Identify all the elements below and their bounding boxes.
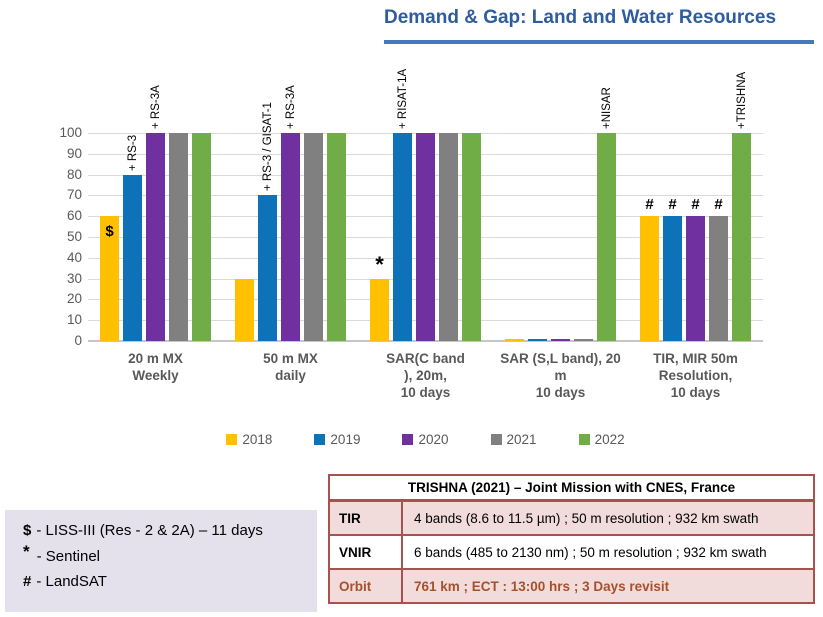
note-landsat: # - LandSAT xyxy=(23,573,317,590)
bar-2019-group2 xyxy=(258,195,277,341)
asterisk-symbol: * xyxy=(23,542,30,561)
bar-label-rs-3a: + RS-3A xyxy=(149,85,162,129)
bar-2021-group4 xyxy=(574,338,593,341)
bar-2021-group2 xyxy=(304,133,323,341)
y-axis-tick-label: 100 xyxy=(59,125,82,140)
bar-2021-group1 xyxy=(169,133,188,341)
legend-item-2020: 2020 xyxy=(402,432,449,447)
row-label: Orbit xyxy=(330,570,403,602)
legend-label-2018: 2018 xyxy=(242,432,273,447)
bar-2018-group2 xyxy=(235,278,254,341)
row-value: 761 km ; ECT : 13:00 hrs ; 3 Days revisi… xyxy=(414,578,670,594)
bar-symbol-#: # xyxy=(668,196,677,214)
bar-2018-group3 xyxy=(370,278,389,341)
legend-item-2018: 2018 xyxy=(226,432,272,447)
page-title: Demand & Gap: Land and Water Resources xyxy=(383,7,777,28)
row-label: VNIR xyxy=(330,536,403,568)
bar-label-rs-3a: + RS-3A xyxy=(284,85,297,129)
bar-2022-group1 xyxy=(192,133,211,341)
bar-2018-group4 xyxy=(505,338,524,341)
legend-item-2021: 2021 xyxy=(490,432,537,447)
hash-symbol: # xyxy=(23,573,32,590)
symbol-legend-box: $ - LISS-III (Res - 2 & 2A) – 11 days * - … xyxy=(5,510,317,612)
bar-2022-group3 xyxy=(462,133,481,341)
bar-2022-group2 xyxy=(327,133,346,341)
y-axis-tick-label: 70 xyxy=(66,187,82,203)
note-sentinel: * - Sentinel xyxy=(23,542,317,566)
note-liss3: $ - LISS-III (Res - 2 & 2A) – 11 days xyxy=(23,522,317,539)
bar-2019-group4 xyxy=(528,338,547,341)
x-category-4: SAR (S,L band), 20 m 10 days xyxy=(500,351,621,400)
dollar-symbol: $ xyxy=(23,522,32,539)
y-axis-tick-label: 80 xyxy=(66,166,82,182)
bar-2019-group5 xyxy=(663,216,682,341)
table-row-orbit: Orbit 761 km ; ECT : 13:00 hrs ; 3 Days … xyxy=(330,570,813,602)
x-category-2: 50 m MX daily xyxy=(263,351,318,383)
note-text: - LandSAT xyxy=(36,573,107,590)
legend-swatch-2018 xyxy=(226,434,238,445)
legend-swatch-2020 xyxy=(402,434,414,445)
row-label: TIR xyxy=(330,502,403,534)
bar-2021-group5 xyxy=(709,216,728,341)
bar-symbol-$: $ xyxy=(105,223,114,241)
row-value: 6 bands (485 to 2130 nm) ; 50 m resoluti… xyxy=(414,544,767,560)
plot-area: + RS-3 + RS-3A + RS-3 / GISAT-1 + RS-3A + RI… xyxy=(88,69,763,342)
bar-symbol-*: * xyxy=(375,251,384,277)
legend-swatch-2019 xyxy=(314,434,326,445)
bar-2020-group4 xyxy=(551,338,570,341)
legend-swatch-2022 xyxy=(578,434,590,445)
bar-2020-group3 xyxy=(416,133,435,341)
legend-label-2019: 2019 xyxy=(330,432,361,447)
y-axis-tick-label: 10 xyxy=(66,312,82,328)
title-underline xyxy=(384,40,814,44)
bar-label-nisar: +NISAR xyxy=(600,87,613,129)
bar-2021-group3 xyxy=(439,133,458,341)
legend-item-2022: 2022 xyxy=(578,432,625,447)
x-axis-line xyxy=(88,340,763,342)
bar-label-risat-1a: + RISAT-1A xyxy=(396,68,409,129)
trishna-table: TRISHNA (2021) – Joint Mission with CNES… xyxy=(328,474,815,604)
row-value: 4 bands (8.6 to 11.5 µm) ; 50 m resoluti… xyxy=(414,510,759,526)
legend-item-2019: 2019 xyxy=(314,432,360,447)
table-row-vnir: VNIR 6 bands (485 to 2130 nm) ; 50 m res… xyxy=(330,536,813,570)
legend-label-2022: 2022 xyxy=(594,432,625,447)
y-axis-tick-label: 0 xyxy=(74,333,82,348)
bar-2020-group2 xyxy=(281,133,300,341)
y-axis-tick-label: 60 xyxy=(66,208,82,224)
y-axis-tick-label: 90 xyxy=(66,145,82,161)
y-axis-tick-label: 40 xyxy=(66,249,82,265)
bar-label-rs-3gisat-1: + RS-3 / GISAT-1 xyxy=(261,102,274,192)
bar-2020-group5 xyxy=(686,216,705,341)
x-category-3: SAR(C band), 20m, 10 days xyxy=(386,351,465,400)
chart-legend: 2018 2019 2020 2021 2022 xyxy=(88,432,763,447)
note-text: - Sentinel xyxy=(36,548,100,565)
bar-2022-group5 xyxy=(732,133,751,341)
legend-swatch-2021 xyxy=(490,434,502,445)
bar-2018-group5 xyxy=(640,216,659,341)
y-axis-tick-label: 20 xyxy=(66,291,82,307)
bar-symbol-#: # xyxy=(645,196,654,214)
y-axis-tick-label: 50 xyxy=(66,229,82,244)
legend-label-2021: 2021 xyxy=(506,432,537,447)
bar-2020-group1 xyxy=(146,133,165,341)
table-row-tir: TIR 4 bands (8.6 to 11.5 µm) ; 50 m reso… xyxy=(330,502,813,536)
trishna-table-title: TRISHNA (2021) – Joint Mission with CNES… xyxy=(330,476,813,502)
bar-symbol-#: # xyxy=(714,196,723,214)
note-text: - LISS-III (Res - 2 & 2A) – 11 days xyxy=(36,522,263,539)
x-category-5: TIR, MIR 50m Resolution, 10 days xyxy=(653,351,738,400)
bar-2022-group4 xyxy=(597,133,616,341)
bar-label-trishna: +TRISHNA xyxy=(735,71,748,129)
x-category-1: 20 m MX Weekly xyxy=(128,351,183,383)
bar-label-rs-3: + RS-3 xyxy=(126,134,139,171)
bar-symbol-#: # xyxy=(691,196,700,214)
x-axis-labels: 20 m MX Weekly 50 m MX daily SAR(C band), 20… xyxy=(88,350,763,401)
bar-2018-group1 xyxy=(100,216,119,341)
bar-2019-group3 xyxy=(393,133,412,341)
y-axis-tick-label: 30 xyxy=(66,270,82,286)
legend-label-2020: 2020 xyxy=(418,432,449,447)
bar-chart: + RS-3 + RS-3A + RS-3 / GISAT-1 + RS-3A + RI… xyxy=(59,69,763,447)
bar-2019-group1 xyxy=(123,174,142,341)
